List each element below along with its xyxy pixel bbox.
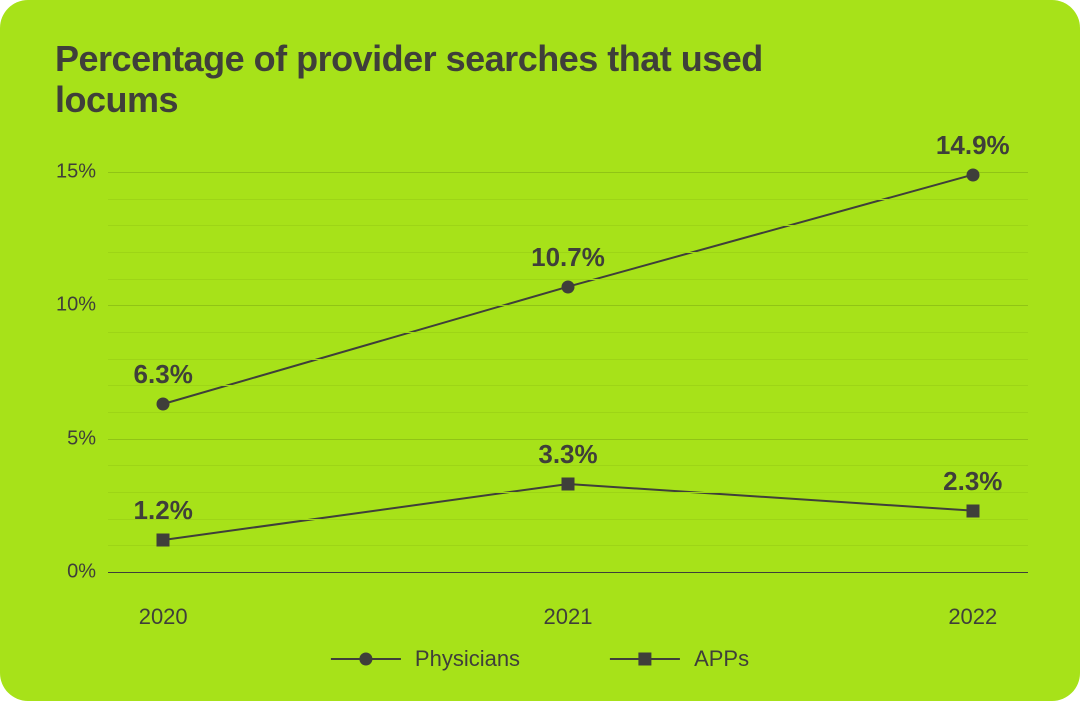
- gridline-minor: [108, 412, 1028, 413]
- y-tick-label: 10%: [56, 294, 96, 317]
- legend-item: Physicians: [331, 646, 520, 672]
- data-marker: [562, 280, 575, 293]
- legend-label: Physicians: [415, 646, 520, 672]
- legend-swatch: [331, 652, 401, 666]
- y-tick-label: 15%: [56, 161, 96, 184]
- x-tick-label: 2022: [948, 604, 997, 630]
- gridline-minor: [108, 385, 1028, 386]
- data-marker: [966, 504, 979, 517]
- square-marker-icon: [639, 653, 652, 666]
- x-tick-label: 2021: [544, 604, 593, 630]
- data-marker: [966, 168, 979, 181]
- data-marker: [157, 534, 170, 547]
- y-tick-label: 5%: [67, 427, 96, 450]
- legend-swatch: [610, 652, 680, 666]
- gridline-minor: [108, 545, 1028, 546]
- gridline-major: [108, 305, 1028, 306]
- x-axis-line: [108, 572, 1028, 573]
- data-label: 10.7%: [531, 242, 605, 273]
- data-marker: [562, 478, 575, 491]
- legend: Physicians APPs: [331, 646, 749, 672]
- circle-marker-icon: [359, 653, 372, 666]
- gridline-minor: [108, 332, 1028, 333]
- data-marker: [157, 398, 170, 411]
- gridline-minor: [108, 519, 1028, 520]
- legend-item: APPs: [610, 646, 749, 672]
- gridline-minor: [108, 199, 1028, 200]
- gridline-minor: [108, 492, 1028, 493]
- series-lines: [108, 172, 1028, 572]
- data-label: 6.3%: [134, 359, 193, 390]
- chart-card: Percentage of provider searches that use…: [0, 0, 1080, 701]
- data-label: 2.3%: [943, 466, 1002, 497]
- data-label: 1.2%: [134, 495, 193, 526]
- data-label: 3.3%: [538, 439, 597, 470]
- y-tick-label: 0%: [67, 561, 96, 584]
- plot-area: 0%5%10%15%2020202120226.3%10.7%14.9%1.2%…: [108, 172, 1028, 572]
- data-label: 14.9%: [936, 130, 1010, 161]
- gridline-major: [108, 172, 1028, 173]
- gridline-minor: [108, 225, 1028, 226]
- x-tick-label: 2020: [139, 604, 188, 630]
- chart-title: Percentage of provider searches that use…: [55, 38, 875, 121]
- gridline-minor: [108, 359, 1028, 360]
- legend-label: APPs: [694, 646, 749, 672]
